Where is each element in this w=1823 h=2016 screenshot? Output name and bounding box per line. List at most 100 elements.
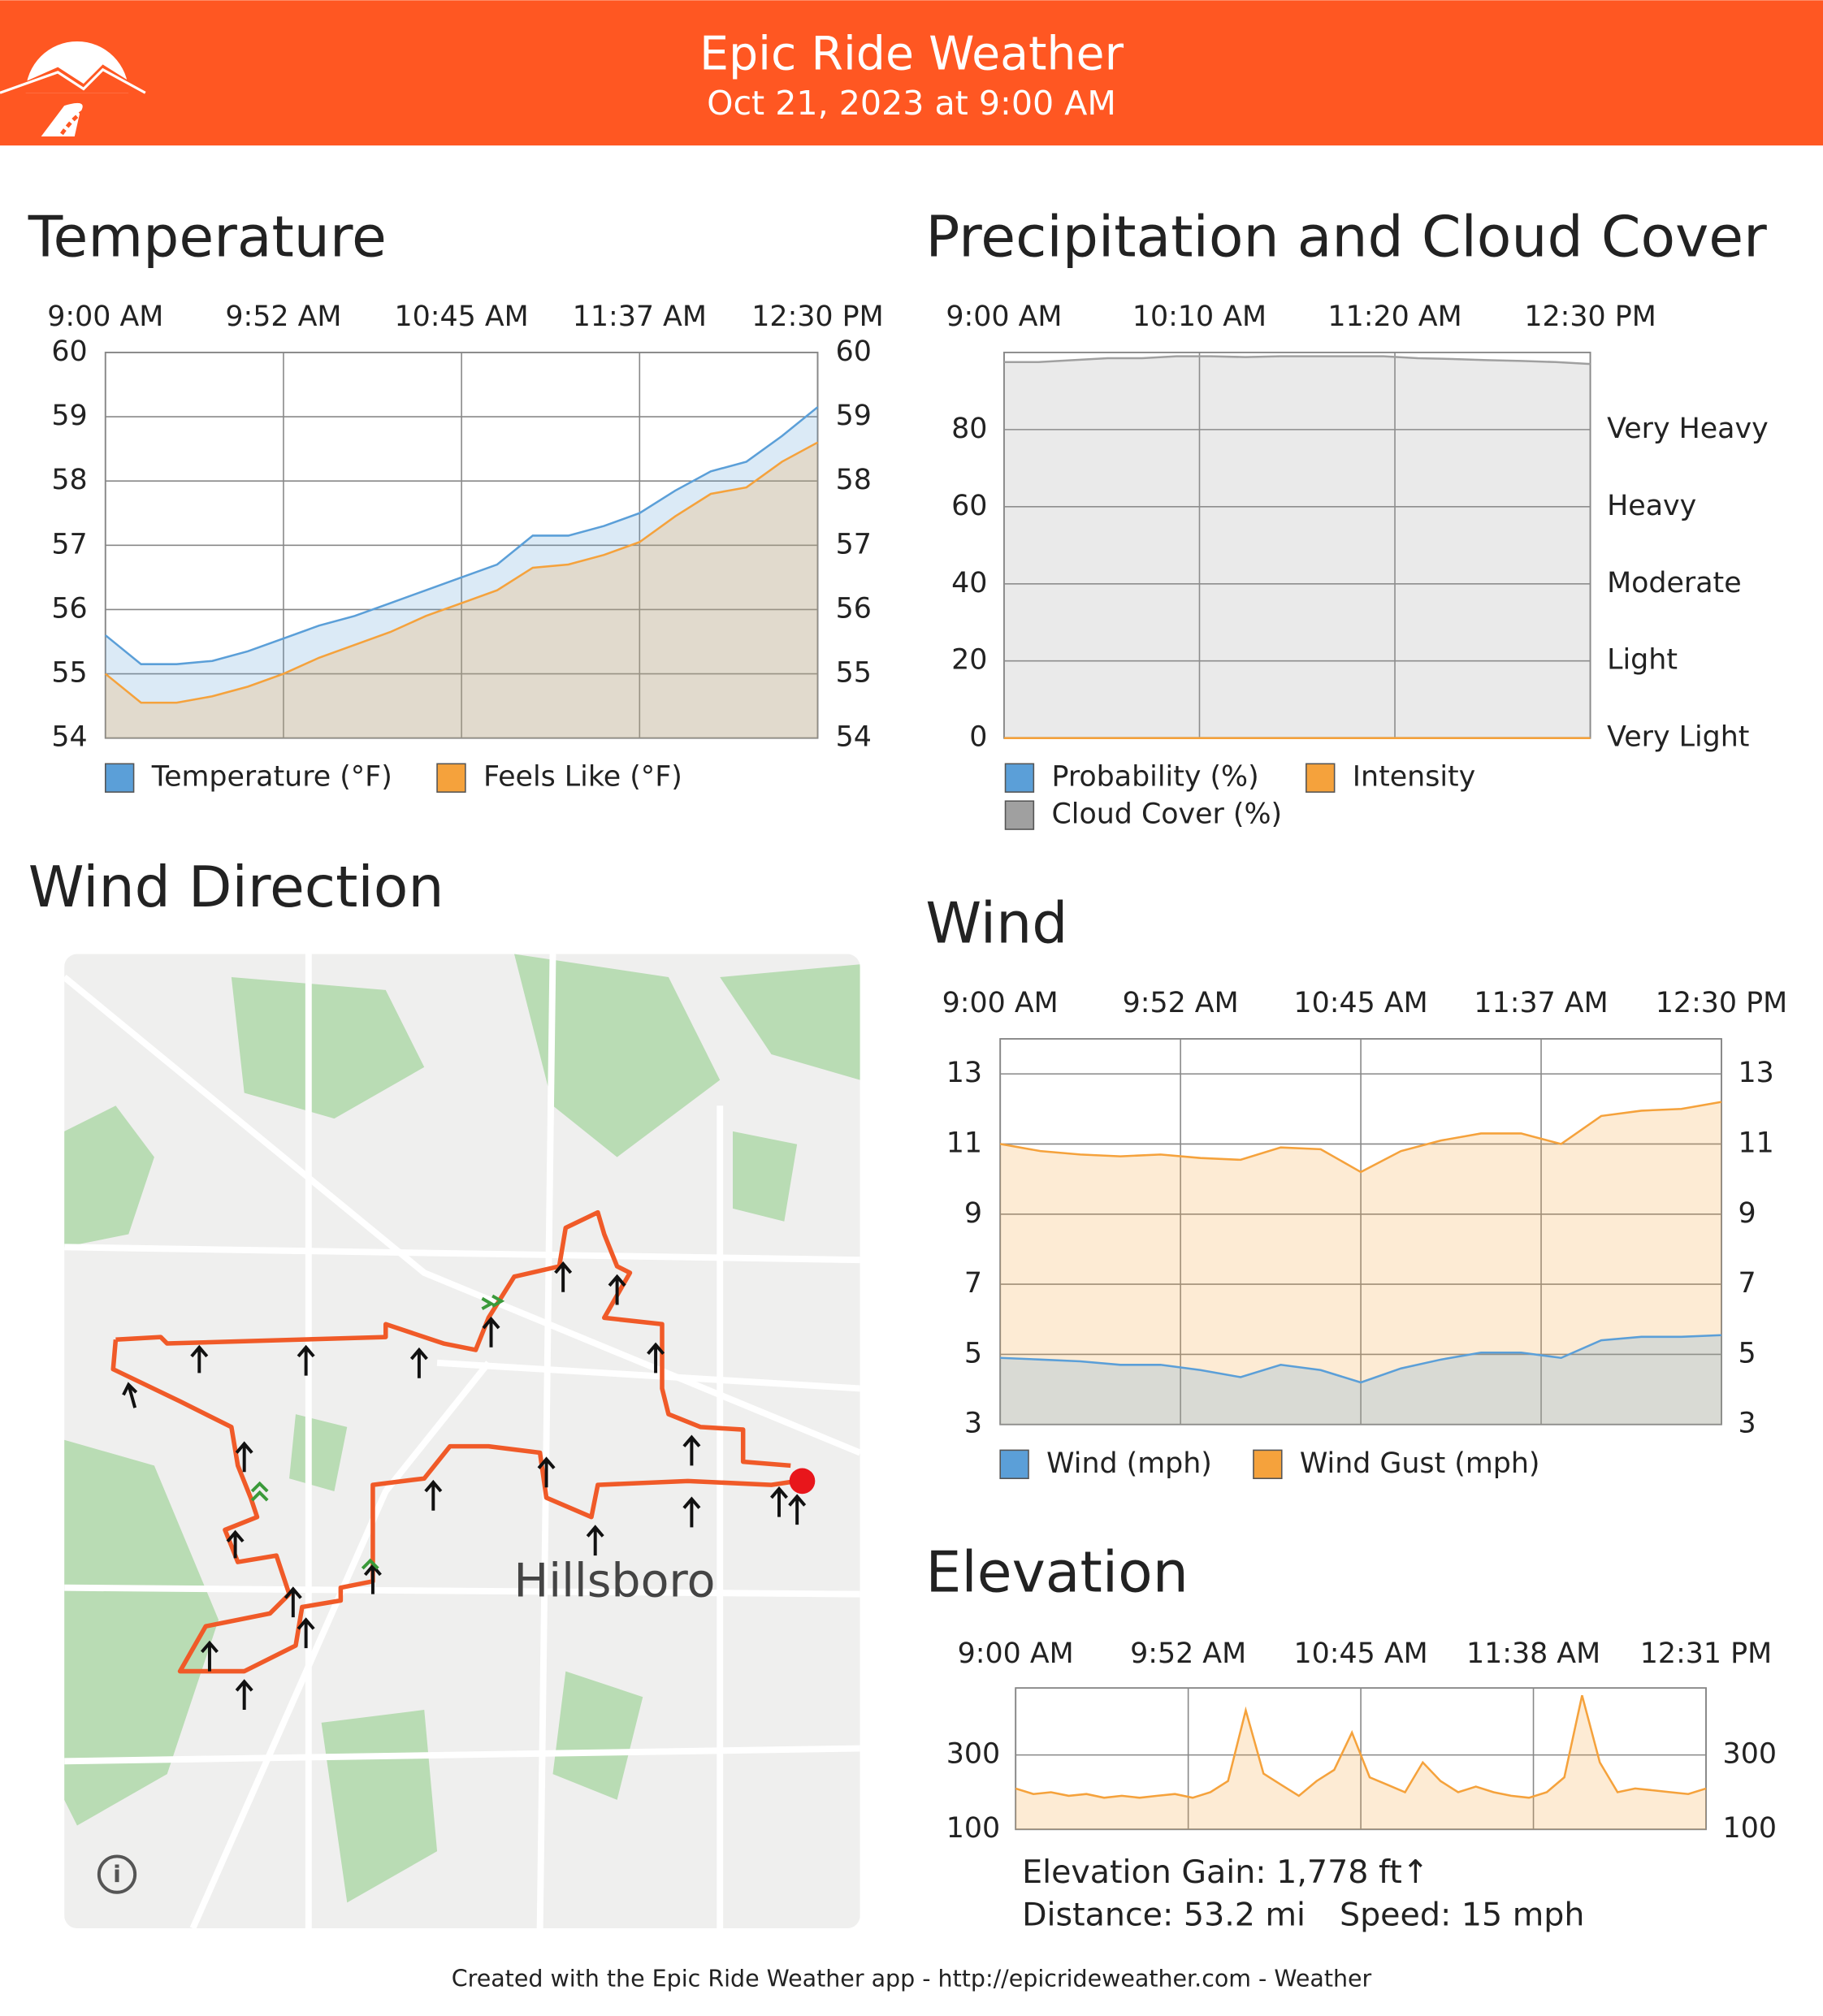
series-line — [1003, 355, 1591, 366]
legend-label: Wind (mph) — [1046, 1447, 1212, 1480]
y2-tick-label: Heavy — [1607, 490, 1696, 522]
y-tick-label: 3 — [964, 1408, 982, 1440]
y-tick-label: 80 — [951, 413, 987, 445]
y-tick-label: 100 — [946, 1812, 1000, 1845]
y-tick-label-right: 11 — [1739, 1127, 1774, 1159]
area-fill — [1000, 1101, 1721, 1425]
x-tick-label: 10:45 AM — [1294, 987, 1428, 1019]
y2-tick-label: Moderate — [1607, 567, 1742, 599]
y-tick-label: 57 — [51, 528, 87, 560]
y-tick-label: 56 — [51, 592, 87, 625]
header-bar — [0, 0, 1823, 146]
map: i Hillsboro — [64, 954, 860, 1929]
y-tick-label: 300 — [946, 1738, 1000, 1771]
legend-label: Cloud Cover (%) — [1051, 798, 1282, 831]
x-tick-label: 9:00 AM — [958, 1637, 1074, 1670]
y-tick-label: 54 — [51, 721, 87, 754]
x-tick-label: 9:00 AM — [47, 301, 163, 333]
app-title: Epic Ride Weather — [699, 28, 1124, 81]
y-tick-label-right: 13 — [1739, 1057, 1774, 1089]
elevation-gain: Elevation Gain: 1,778 ft↑ — [1022, 1854, 1429, 1891]
series-line — [1000, 1334, 1722, 1384]
x-tick-label: 10:45 AM — [1294, 1637, 1428, 1670]
y-tick-label: 59 — [51, 400, 87, 432]
x-tick-label: 12:30 PM — [751, 301, 883, 333]
y-tick-label: 11 — [946, 1127, 982, 1159]
legend-swatch — [1306, 763, 1336, 793]
y-tick-label: 9 — [964, 1197, 982, 1230]
legend-swatch — [1004, 763, 1035, 793]
y-tick-label-right: 9 — [1739, 1197, 1756, 1230]
area-fill — [1000, 1335, 1721, 1425]
area-fill — [1003, 356, 1591, 738]
legend-label: Intensity — [1353, 761, 1475, 794]
x-tick-label: 10:10 AM — [1132, 301, 1267, 333]
y2-tick-label: Very Heavy — [1607, 413, 1769, 445]
y2-tick-label: Light — [1607, 644, 1678, 677]
area-fill — [105, 442, 818, 738]
x-tick-label: 12:30 PM — [1656, 987, 1787, 1019]
series-line — [1015, 1695, 1707, 1799]
x-tick-label: 9:52 AM — [1123, 987, 1239, 1019]
legend-swatch — [104, 763, 135, 793]
distance: Distance: 53.2 mi — [1022, 1896, 1306, 1933]
y-tick-label: 60 — [51, 335, 87, 368]
date: Oct 21, 2023 at 9:00 AM — [707, 84, 1116, 123]
x-tick-label: 9:00 AM — [942, 987, 1059, 1019]
series-line — [104, 441, 819, 704]
y-tick-label: 0 — [969, 721, 987, 754]
x-tick-label: 11:37 AM — [573, 301, 707, 333]
chart-title: Temperature — [28, 204, 387, 270]
chart-title: Wind — [925, 890, 1067, 956]
y-tick-label: 58 — [51, 464, 87, 496]
chart-title: Elevation — [925, 1540, 1188, 1606]
x-tick-label: 11:37 AM — [1474, 987, 1608, 1019]
legend-label: Feels Like (°F) — [483, 761, 682, 794]
x-tick-label: 12:31 PM — [1640, 1637, 1772, 1670]
legend-swatch — [1253, 1449, 1283, 1479]
y-tick-label-right: 58 — [836, 464, 872, 496]
y-tick-label: 20 — [951, 644, 987, 677]
map-title: Wind Direction — [28, 854, 444, 920]
area-fill — [1015, 1695, 1706, 1830]
y-tick-label-right: 5 — [1739, 1337, 1756, 1369]
series-line — [999, 1101, 1722, 1174]
y-tick-label-right: 60 — [836, 335, 872, 368]
y-tick-label: 55 — [51, 657, 87, 690]
logo — [0, 41, 148, 137]
series-line — [104, 406, 819, 665]
y-tick-label-right: 300 — [1723, 1738, 1777, 1771]
legend-swatch — [999, 1449, 1029, 1479]
x-tick-label: 9:52 AM — [225, 301, 341, 333]
y-tick-label-right: 55 — [836, 657, 872, 690]
legend-swatch — [1004, 800, 1035, 830]
y-tick-label-right: 57 — [836, 528, 872, 560]
x-tick-label: 10:45 AM — [395, 301, 529, 333]
legend-label: Wind Gust (mph) — [1300, 1447, 1540, 1480]
x-tick-label: 11:20 AM — [1327, 301, 1461, 333]
chart-title: Precipitation and Cloud Cover — [925, 204, 1767, 270]
y-tick-label-right: 100 — [1723, 1812, 1777, 1845]
plot-area — [1002, 351, 1591, 739]
y-tick-label: 60 — [951, 490, 987, 522]
y-tick-label-right: 3 — [1739, 1408, 1756, 1440]
y-tick-label: 5 — [964, 1337, 982, 1369]
legend-label: Temperature (°F) — [151, 761, 392, 794]
svg-text:i: i — [113, 1861, 121, 1888]
place-label: Hillsboro — [513, 1555, 715, 1608]
legend-label: Probability (%) — [1051, 761, 1258, 794]
x-tick-label: 9:00 AM — [946, 301, 1062, 333]
y-tick-label-right: 56 — [836, 592, 872, 625]
y-tick-label-right: 7 — [1739, 1267, 1756, 1300]
x-tick-label: 11:38 AM — [1466, 1637, 1600, 1670]
speed: Speed: 15 mph — [1340, 1896, 1584, 1933]
y-tick-label-right: 54 — [836, 721, 872, 754]
x-tick-label: 9:52 AM — [1130, 1637, 1246, 1670]
y-tick-label: 13 — [946, 1057, 982, 1089]
area-fill — [105, 407, 818, 738]
y-tick-label: 7 — [964, 1267, 982, 1300]
y-tick-label: 40 — [951, 567, 987, 599]
x-tick-label: 12:30 PM — [1524, 301, 1656, 333]
footer: Created with the Epic Ride Weather app -… — [452, 1965, 1372, 1992]
y2-tick-label: Very Light — [1607, 721, 1749, 754]
